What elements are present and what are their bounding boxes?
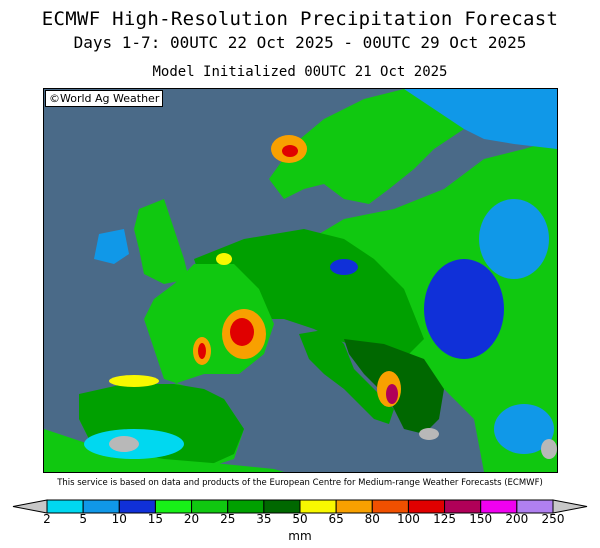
- legend-tick-label: 25: [220, 512, 236, 526]
- legend-unit: mm: [288, 529, 312, 543]
- forecast-period: Days 1-7: 00UTC 22 Oct 2025 - 00UTC 29 O…: [73, 33, 527, 52]
- legend-arrow-low: [12, 499, 48, 514]
- rain-alps-core: [230, 318, 254, 346]
- legend-tick-label: 125: [433, 512, 457, 526]
- legend-tick-label: 200: [505, 512, 529, 526]
- copyright-label: ©World Ag Weather: [45, 90, 164, 107]
- rain-norway-core: [282, 145, 298, 157]
- dry-spot-greece: [419, 428, 439, 440]
- model-initialized: Model Initialized 00UTC 21 Oct 2025: [152, 64, 448, 80]
- rain-north-iberia: [109, 375, 159, 387]
- rain-central-france-core: [198, 343, 206, 359]
- legend-tick-label: 10: [111, 512, 127, 526]
- land-great-britain: [134, 199, 189, 284]
- land-italy: [299, 329, 394, 424]
- legend-tick-label: 5: [79, 512, 87, 526]
- legend-tick-label: 50: [292, 512, 308, 526]
- land-north-africa: [44, 429, 284, 472]
- dry-spot-turkey: [541, 439, 557, 459]
- legend-tick-label: 100: [396, 512, 420, 526]
- land-scandinavia: [269, 89, 474, 204]
- land-north-wet: [404, 89, 557, 149]
- wet-russia: [479, 199, 549, 279]
- legend-arrow-high: [552, 499, 588, 514]
- map-title: ECMWF High-Resolution Precipitation Fore…: [41, 8, 559, 30]
- legend-tick-label: 80: [364, 512, 380, 526]
- land-ireland: [94, 229, 129, 264]
- color-legend: [12, 499, 588, 514]
- map-canvas: [44, 89, 557, 472]
- land-central-europe: [194, 229, 424, 359]
- legend-tick-label: 250: [541, 512, 565, 526]
- wet-turkey: [494, 404, 554, 454]
- wet-baltic: [330, 259, 358, 275]
- legend-tick-label: 150: [469, 512, 493, 526]
- legend-tick-label: 65: [328, 512, 344, 526]
- rain-adriatic-core: [386, 384, 398, 404]
- legend-tick-label: 15: [147, 512, 164, 526]
- legend-tick-label: 35: [256, 512, 272, 526]
- rain-belgium: [216, 253, 232, 265]
- dry-spot-iberia: [109, 436, 139, 452]
- legend-tick-label: 20: [183, 512, 200, 526]
- ecmwf-credit: This service is based on data and produc…: [57, 478, 543, 488]
- legend-swatch: [46, 499, 84, 514]
- precipitation-map: ©World Ag Weather: [43, 88, 558, 473]
- wet-ukraine: [424, 259, 504, 359]
- legend-tick-label: 2: [43, 512, 51, 526]
